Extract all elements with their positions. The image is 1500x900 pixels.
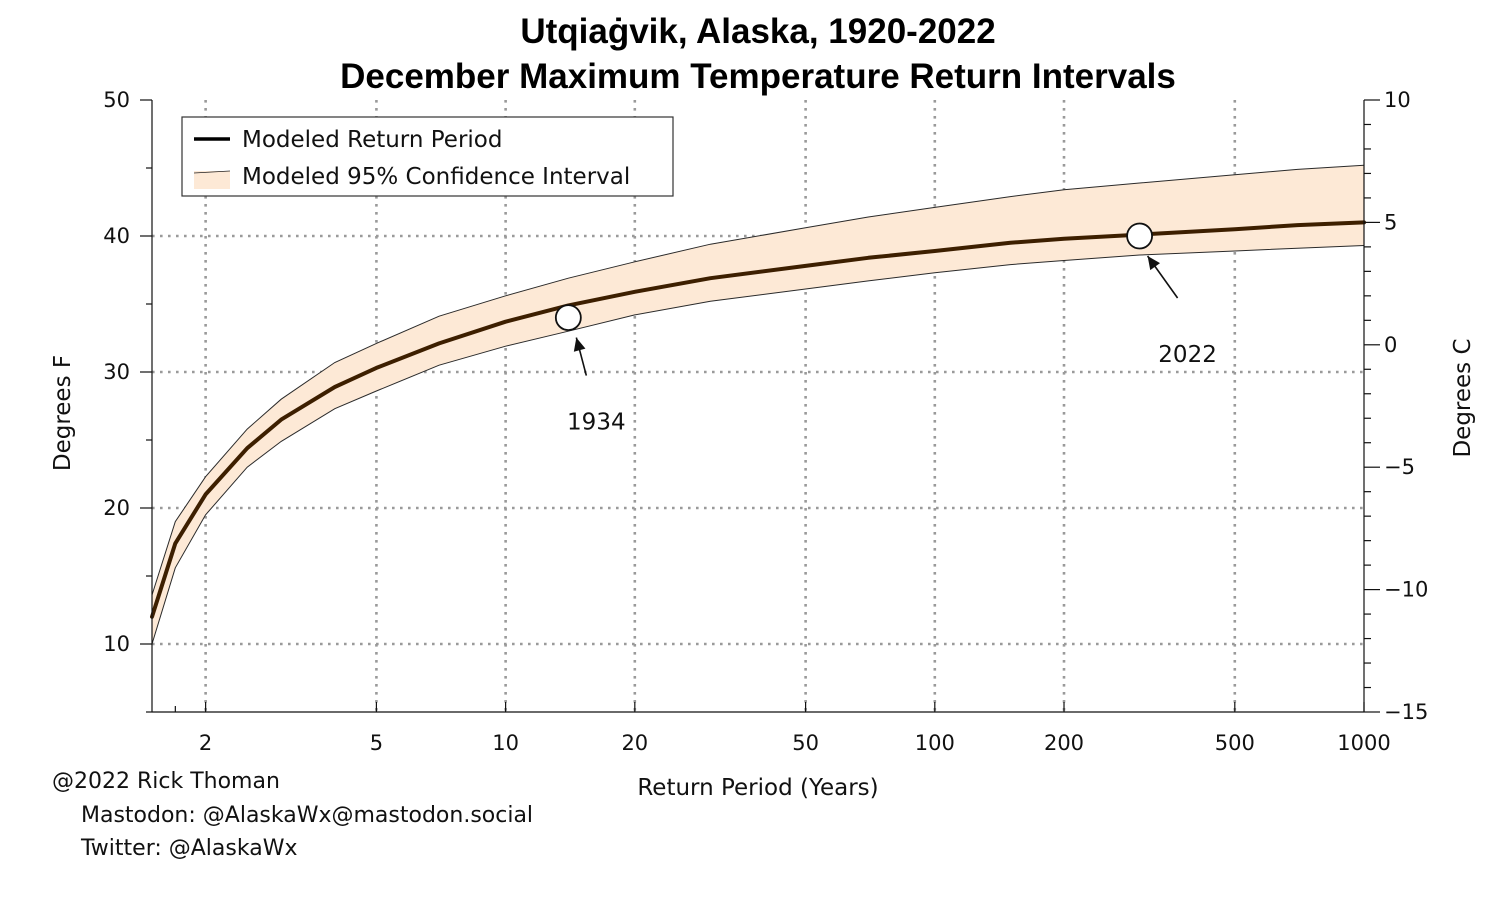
legend: Modeled Return Period Modeled 95% Confid… <box>181 116 674 197</box>
legend-box <box>181 116 674 197</box>
annotation-point <box>554 304 582 332</box>
x-tick-label: 200 <box>1044 731 1084 755</box>
x-axis-label: Return Period (Years) <box>637 775 878 801</box>
chart-title: Utqiaġvik, Alaska, 1920-2022 <box>520 12 995 51</box>
y-axis-label-left: Degrees F <box>50 355 76 471</box>
x-tick-label: 10 <box>492 731 519 755</box>
x-tick-label: 500 <box>1215 731 1255 755</box>
confidence-upper-edge <box>151 164 1365 596</box>
annotation-point <box>1126 222 1153 250</box>
annotations: 1934 2022 <box>554 222 1217 436</box>
x-tick-label: 1000 <box>1337 731 1390 755</box>
x-tick-label: 20 <box>621 731 648 755</box>
y-right-tick-label: −15 <box>1384 700 1428 724</box>
x-tick-label: 5 <box>370 731 383 755</box>
axes: 10 20 30 40 50 −15 −10 −5 0 5 10 2 5 10 20 50 100 200 500 1… <box>103 88 1428 755</box>
annotation-label: 2022 <box>1158 342 1217 368</box>
annotation-label: 1934 <box>567 410 626 436</box>
annotation-arrow-head <box>1147 256 1161 271</box>
credit-mastodon: Mastodon: @AlaskaWx@mastodon.social <box>81 803 534 828</box>
y-tick-label: 30 <box>103 360 130 384</box>
confidence-lower-edge <box>151 245 1365 645</box>
legend-label-confidence: Modeled 95% Confidence Interval <box>242 164 630 190</box>
x-tick-label: 100 <box>915 731 955 755</box>
confidence-band <box>151 164 1365 645</box>
credit-twitter: Twitter: @AlaskaWx <box>81 836 298 861</box>
annotation-arrow-head <box>573 337 586 352</box>
y-right-tick-label: 0 <box>1384 333 1397 357</box>
legend-band-swatch-edge <box>193 170 231 174</box>
y-tick-label: 40 <box>103 224 130 248</box>
y-tick-label: 10 <box>103 632 130 656</box>
chart-subtitle: December Maximum Temperature Return Inte… <box>340 57 1176 96</box>
y-axis-label-right: Degrees C <box>1450 338 1476 457</box>
legend-label-return-period: Modeled Return Period <box>242 127 502 153</box>
y-right-tick-label: −5 <box>1384 455 1415 479</box>
credit-author: @2022 Rick Thoman <box>52 769 280 794</box>
confidence-band-fill <box>152 165 1364 645</box>
return-period-line <box>150 220 1366 619</box>
y-right-tick-label: 10 <box>1384 88 1411 112</box>
y-right-tick-label: −10 <box>1384 578 1428 602</box>
return-period-curve <box>150 220 1366 619</box>
y-tick-label: 20 <box>103 496 130 520</box>
x-tick-label: 50 <box>792 731 819 755</box>
x-tick-label: 2 <box>199 731 212 755</box>
y-tick-label: 50 <box>103 88 130 112</box>
legend-band-swatch <box>194 171 230 189</box>
y-right-tick-label: 5 <box>1384 210 1397 234</box>
